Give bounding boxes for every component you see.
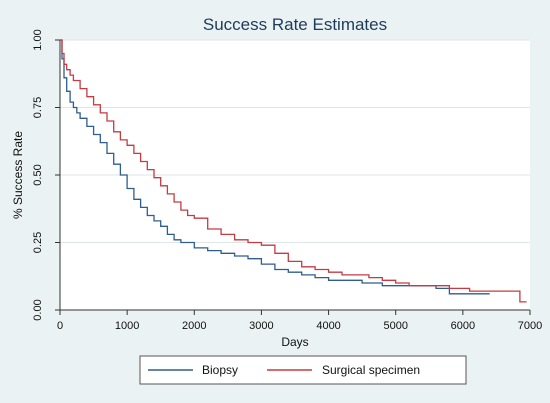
- axes: 0.00 0.25 0.50 0.75 1.00 0 1000 2000 3000 4000 500…: [32, 29, 542, 332]
- x-tick-label: 2000: [182, 320, 206, 332]
- legend-label-biopsy: Biopsy: [202, 363, 238, 377]
- series-layer: [60, 39, 527, 303]
- y-tick-label: 1.00: [32, 29, 44, 50]
- x-tick-label: 5000: [383, 320, 407, 332]
- legend-label-surgical-specimen: Surgical specimen: [322, 363, 420, 377]
- y-tick-label: 0.25: [32, 232, 44, 253]
- y-axis-label: % Success Rate: [11, 131, 25, 219]
- y-tick-label: 0.50: [32, 164, 44, 185]
- x-tick-label: 6000: [451, 320, 475, 332]
- y-tick-label: 0.00: [32, 299, 44, 320]
- series-line-surgical-specimen: [60, 39, 527, 303]
- x-tick-label: 3000: [249, 320, 273, 332]
- chart-title: Success Rate Estimates: [203, 15, 387, 34]
- y-tick-label: 0.75: [32, 97, 44, 118]
- x-axis-label: Days: [281, 335, 308, 349]
- x-tick-label: 0: [57, 320, 63, 332]
- x-tick-label: 4000: [316, 320, 340, 332]
- series-line-biopsy: [60, 39, 490, 295]
- x-tick-label: 7000: [518, 320, 542, 332]
- x-tick-label: 1000: [115, 320, 139, 332]
- legend: Biopsy Surgical specimen: [139, 355, 467, 385]
